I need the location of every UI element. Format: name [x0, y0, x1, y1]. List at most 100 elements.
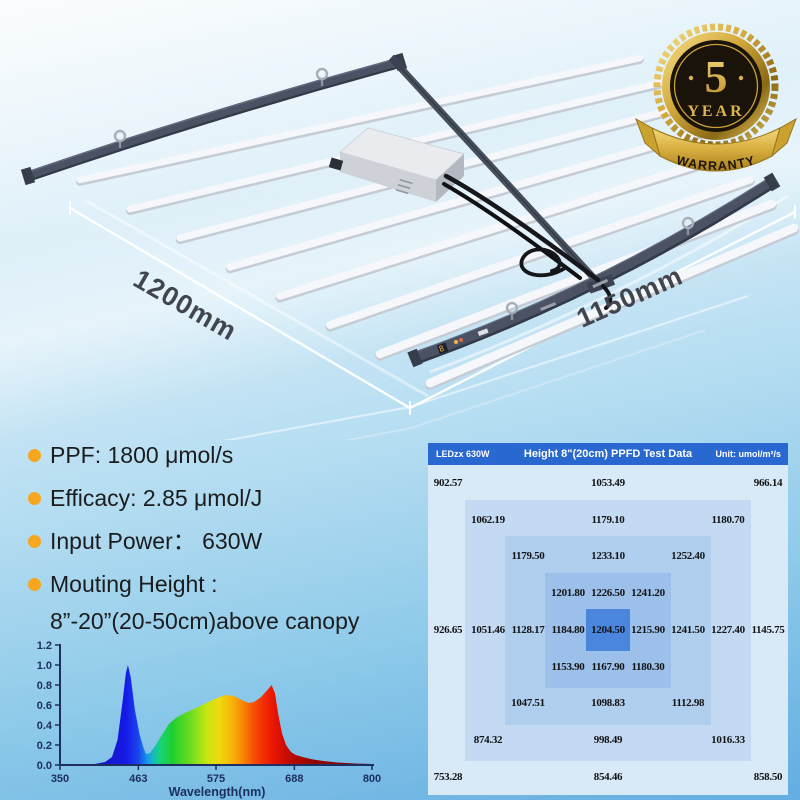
- spectrum-chart: 0.0 0.2 0.4 0.6 0.8 1.0 1.2 350 463 575 688 800 Wav…: [37, 640, 381, 799]
- ppfd-cell: 858.50: [753, 770, 783, 783]
- hanging-clip-icon: [505, 301, 519, 315]
- axis-tick-label: 0.2: [37, 740, 52, 752]
- badge-dot-right: [738, 75, 744, 81]
- ppfd-cell: 1180.30: [631, 660, 665, 673]
- axis-tick-label: 1.0: [37, 660, 52, 672]
- indicator-led: [454, 340, 458, 344]
- cable-tail: [601, 284, 613, 310]
- ppfd-cell: 926.65: [433, 623, 463, 636]
- spec-item: Input Power： 630W: [28, 526, 428, 556]
- light-bar: [425, 223, 799, 388]
- badge-number: 5: [705, 51, 728, 102]
- ppfd-cell: 1241.20: [631, 587, 665, 600]
- ppfd-cell: 1180.70: [711, 513, 745, 526]
- ppfd-cell: 1226.50: [591, 587, 625, 600]
- light-bar: [326, 175, 754, 329]
- ppfd-cell: 1051.46: [471, 623, 505, 636]
- indicator-led: [459, 338, 463, 342]
- ppfd-cell: 854.46: [593, 770, 623, 783]
- ppfd-cell: 1016.33: [711, 733, 745, 746]
- rail-end-cap: [407, 348, 423, 368]
- ppfd-header: LEDzx 630W Height 8"(20cm) PPFD Test Dat…: [428, 443, 788, 465]
- spectrum-curve: [60, 665, 372, 765]
- axis-tick-label: 1.2: [37, 640, 52, 652]
- spec-subtext: 8”-20”(20-50cm)above canopy: [50, 608, 360, 634]
- ppfd-cell: 1128.17: [511, 623, 545, 636]
- ppfd-cell: 1184.80: [551, 623, 585, 636]
- light-bar: [276, 151, 732, 300]
- axis-tick-label: 575: [207, 773, 225, 785]
- ppfd-cell: 1252.40: [671, 550, 705, 563]
- rail-end-cap: [763, 172, 781, 192]
- ppfd-cell: 753.28: [433, 770, 463, 783]
- axis-tick-label: 0.0: [37, 760, 52, 772]
- badge-ribbon-tail-left: [635, 117, 661, 158]
- bullet-icon: [28, 578, 41, 591]
- axis-tick-label: 800: [363, 773, 381, 785]
- rail-print: [592, 278, 609, 289]
- ppfd-body: 902.57 1053.49 966.14 1062.19 1179.10 1180.70…: [428, 465, 788, 795]
- spine-edge: [399, 66, 607, 292]
- ppfd-cell: 1112.98: [671, 697, 705, 710]
- driver-connector: [328, 157, 344, 171]
- ppfd-cell: 1201.80: [551, 587, 585, 600]
- ppfd-cell: 1167.90: [591, 660, 625, 673]
- ppfd-unit: Unit: umol/m²/s: [715, 449, 782, 459]
- ppfd-cell: 966.14: [753, 477, 783, 489]
- x-axis-title: Wavelength(nm): [169, 785, 266, 799]
- light-bar: [76, 54, 644, 184]
- ppfd-cell: 1233.10: [591, 550, 625, 563]
- display-digit: 8: [438, 344, 446, 354]
- ppfd-cell: 1215.90: [631, 623, 665, 636]
- rail-print: [540, 302, 557, 311]
- reflection-line: [343, 329, 706, 440]
- driver-box-front: [340, 152, 436, 202]
- ppfd-cell: 1227.40: [711, 623, 745, 636]
- spec-text: Efficacy: 2.85 μmol/J: [50, 485, 263, 511]
- badge-dot-left: [688, 75, 694, 81]
- badge-warranty: WARRANTY: [675, 153, 757, 173]
- bullet-icon: [28, 535, 41, 548]
- driver-label-line: [395, 188, 409, 195]
- spec-text: PPF: 1800 μmol/s: [50, 442, 234, 468]
- axis-tick-label: 0.6: [37, 700, 52, 712]
- rail-highlight: [27, 57, 401, 173]
- ppfd-table: LEDzx 630W Height 8"(20cm) PPFD Test Dat…: [428, 443, 788, 795]
- spec-item: PPF: 1800 μmol/s: [28, 440, 428, 470]
- rail-label: [477, 328, 489, 337]
- ppfd-cell: 902.57: [433, 477, 463, 489]
- ppfd-cell: 874.32: [473, 733, 503, 746]
- rail-highlight: [414, 175, 773, 353]
- driver-label-line: [397, 184, 411, 190]
- ppfd-cell: 1179.50: [511, 550, 545, 563]
- ppfd-grid: 902.57 1053.49 966.14 1062.19 1179.10 1180.70…: [428, 465, 788, 795]
- spec-list: PPF: 1800 μmol/s Efficacy: 2.85 μmol/J Inp…: [28, 440, 428, 636]
- axis-tick-label: 0.4: [37, 720, 53, 732]
- axis-tick-label: 463: [129, 773, 147, 785]
- spine-joint: [388, 54, 406, 72]
- display-window: [436, 342, 449, 354]
- ppfd-cell: 1241.50: [671, 623, 705, 636]
- ppfd-title: Height 8"(20cm) PPFD Test Data: [523, 448, 693, 460]
- axis-tick-label: 688: [285, 773, 303, 785]
- hanging-clip-icon: [315, 67, 329, 81]
- hanging-clip-icon: [681, 216, 695, 230]
- bullet-icon: [28, 492, 41, 505]
- rail-edge: [27, 65, 401, 183]
- spec-text: Input Power： 630W: [50, 528, 263, 554]
- grow-light-photo: 8: [20, 52, 799, 440]
- ppfd-cell: 1053.49: [591, 477, 625, 489]
- spec-text: Mouting Height :: [50, 571, 218, 597]
- ppfd-cell: 998.49: [593, 733, 623, 746]
- ppfd-cell: 1047.51: [511, 697, 545, 710]
- spec-item: Efficacy: 2.85 μmol/J: [28, 483, 428, 513]
- axis-tick-label: 0.8: [37, 680, 52, 692]
- ppfd-model: LEDzx 630W: [436, 449, 490, 459]
- driver-label-line: [399, 179, 413, 185]
- ppfd-cell: 1204.50: [591, 623, 625, 636]
- hanging-clip-icon: [113, 129, 127, 143]
- spec-item: Mouting Height :: [28, 569, 428, 599]
- cable-loop: [519, 247, 567, 278]
- badge-black-center: [670, 40, 762, 132]
